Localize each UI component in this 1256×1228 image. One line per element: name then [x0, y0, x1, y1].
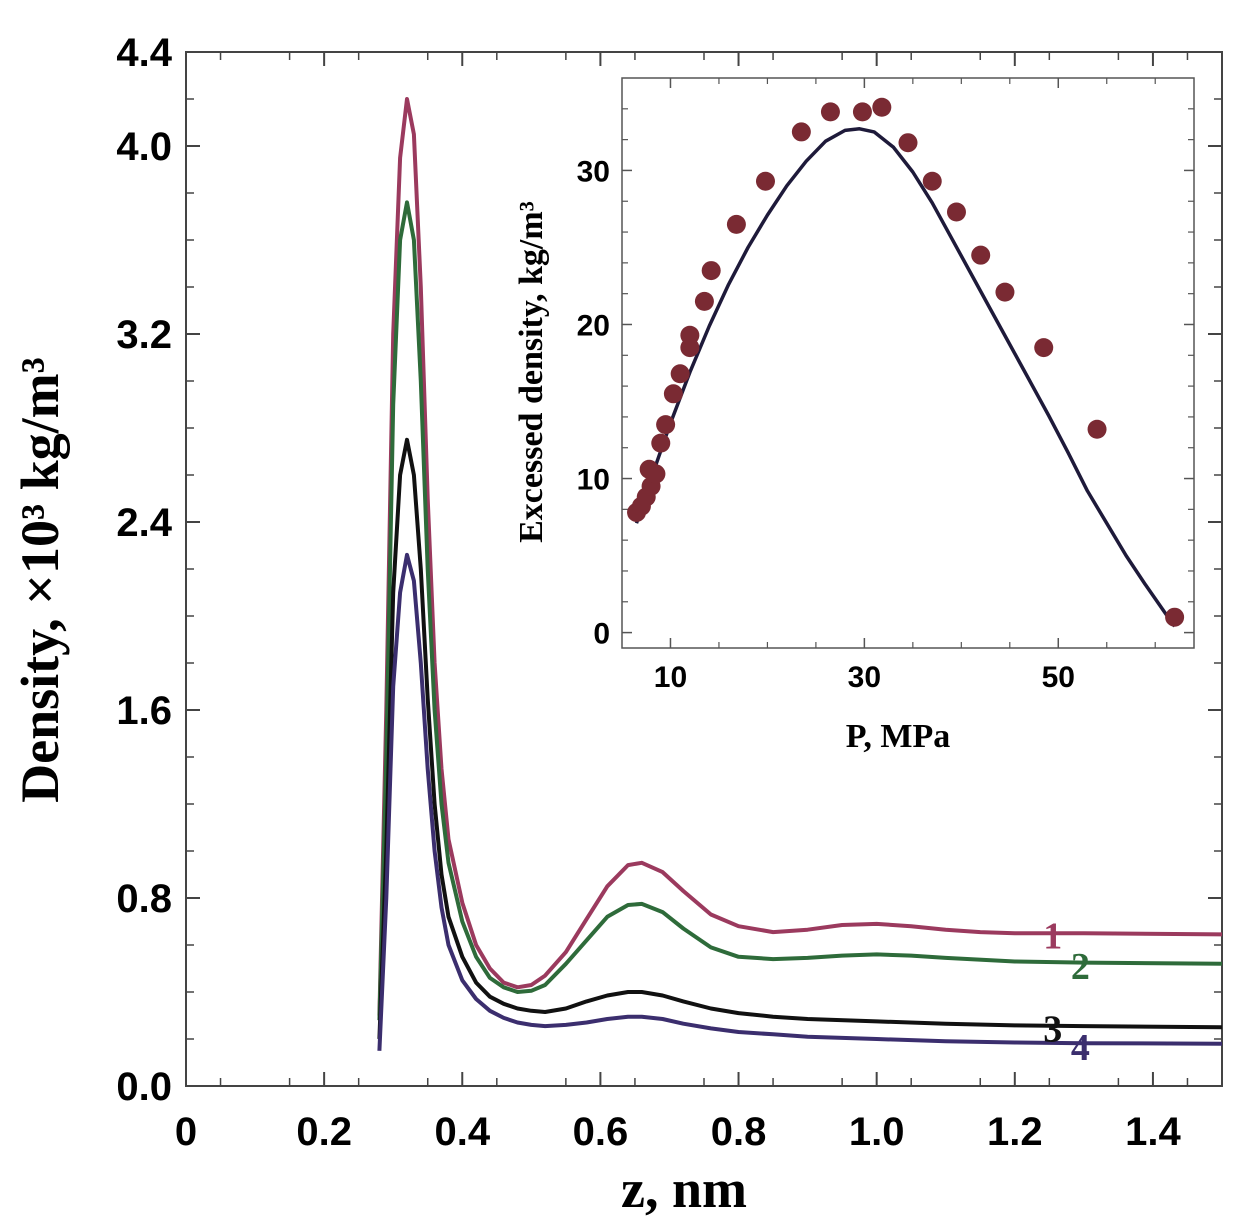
inset-x-tick-label: 50: [1042, 661, 1075, 694]
main-x-tick-label: 0.2: [296, 1110, 352, 1154]
inset-data-point: [726, 214, 746, 234]
main-x-tick-label: 1.0: [849, 1110, 905, 1154]
main-series: [377, 97, 1223, 1051]
series-label-3: 3: [1043, 1008, 1062, 1050]
inset-data-point: [755, 171, 775, 191]
series-line-1: [377, 97, 1223, 1016]
inset-data-point: [670, 364, 690, 384]
series-line-4: [377, 552, 1223, 1051]
inset-data-point: [946, 202, 966, 222]
main-y-tick-label: 4.4: [116, 31, 172, 75]
main-x-tick-label: 0.4: [434, 1110, 490, 1154]
inset-data-point: [651, 433, 671, 453]
inset-data-point: [701, 261, 721, 281]
inset-data-point: [791, 122, 811, 142]
series-label-4: 4: [1071, 1027, 1090, 1069]
inset-data-point: [922, 171, 942, 191]
inset-y-axis-title: Excessed density, kg/m³: [513, 201, 550, 543]
main-x-axis-title: z, nm: [621, 1159, 747, 1219]
main-x-tick-label: 0.6: [573, 1110, 629, 1154]
inset-x-tick-label: 30: [848, 661, 881, 694]
inset-data-point: [656, 415, 676, 435]
inset-fit-line: [634, 127, 1177, 628]
series-label-2: 2: [1071, 946, 1090, 988]
inset-data-point: [898, 133, 918, 153]
main-x-tick-label: 1.2: [987, 1110, 1043, 1154]
inset-data-point: [872, 97, 892, 117]
inset-y-tick-label: 20: [577, 309, 610, 342]
main-x-tick-label: 0.8: [711, 1110, 767, 1154]
inset-data-point: [971, 245, 991, 265]
inset-plot-frame: [621, 77, 1195, 649]
inset-points: [627, 97, 1185, 627]
inset-x-axis: 10 30 50: [654, 78, 1156, 694]
main-x-tick-label: 1.4: [1125, 1110, 1181, 1154]
inset-data-point: [1034, 338, 1054, 358]
inset-fit-curve: [634, 127, 1177, 628]
main-y-axis-title: Density, ×10³ kg/m³: [10, 357, 70, 803]
inset-data-point: [1165, 607, 1185, 627]
inset-y-tick-label: 10: [577, 464, 610, 497]
inset-background: [622, 78, 1194, 648]
series-label-1: 1: [1043, 916, 1062, 958]
inset-data-point: [995, 282, 1015, 302]
inset-y-axis: 0 10 20 30: [577, 108, 1194, 651]
inset-data-point: [680, 325, 700, 345]
inset-data-point: [646, 464, 666, 484]
inset-y-tick-label: 30: [577, 155, 610, 188]
main-x-tick-label: 0: [175, 1110, 197, 1154]
inset-data-point: [663, 384, 683, 404]
inset-x-tick-label: 10: [654, 661, 687, 694]
inset-data-point: [820, 102, 840, 122]
inset-y-tick-label: 0: [593, 618, 610, 651]
series-line-2: [377, 200, 1223, 1021]
inset-x-axis-title: P, MPa: [846, 718, 951, 755]
inset-data-point: [1087, 419, 1107, 439]
main-series-labels: 123 4: [1043, 916, 1090, 1070]
main-y-tick-label: 0.8: [116, 877, 172, 921]
main-y-tick-label: 2.4: [116, 501, 172, 545]
main-x-axis: 0 0.2 0.4 0.6 0.8 1.0 1.2 1.4: [175, 52, 1189, 1154]
main-y-tick-label: 3.2: [116, 313, 172, 357]
inset-data-point: [852, 102, 872, 122]
main-y-axis: 0.0 0.8 1.6 2.4 3.2 4.0 4.4: [116, 31, 1222, 1109]
main-y-tick-label: 0.0: [116, 1065, 172, 1109]
series-line-3: [377, 437, 1223, 1040]
main-y-tick-label: 4.0: [116, 125, 172, 169]
main-y-tick-label: 1.6: [116, 689, 172, 733]
inset-data-point: [694, 291, 714, 311]
